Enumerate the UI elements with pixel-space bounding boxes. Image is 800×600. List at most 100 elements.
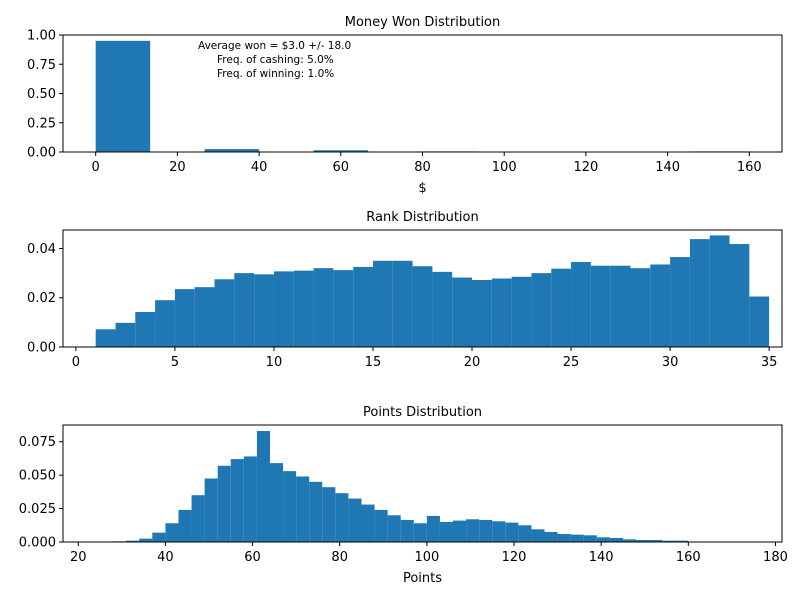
bar-30: [492, 521, 506, 542]
bar-37: [583, 535, 597, 542]
bar-3: [139, 538, 153, 542]
chart-title: Money Won Distribution: [345, 15, 501, 30]
bar-34: [544, 531, 558, 542]
y-axis: 0.00 0.02 0.04: [27, 242, 63, 356]
bar-18: [335, 493, 349, 542]
bar-1: [95, 329, 116, 347]
bar-10: [230, 459, 244, 542]
x-tick-label: 5: [171, 355, 179, 370]
bar-9: [254, 274, 274, 347]
bar-12: [313, 268, 334, 347]
y-tick-label: 0.075: [19, 435, 56, 450]
chart-title: Points Distribution: [363, 405, 482, 420]
x-tick-label: 60: [244, 550, 261, 565]
x-axis: 20 40 60 80 100 120 140 160 180: [70, 542, 788, 565]
bar-35: [557, 533, 571, 542]
y-tick-label: 0.00: [27, 146, 56, 161]
bar-24: [551, 268, 572, 347]
bar-1: [95, 40, 151, 152]
annotation-line-3: Freq. of winning: 1.0%: [217, 68, 334, 80]
x-tick-label: 180: [763, 550, 788, 565]
bar-32: [709, 235, 730, 347]
x-tick-label: 30: [662, 355, 679, 370]
x-tick-label: 25: [563, 355, 580, 370]
bar-25: [426, 515, 440, 542]
bar-24: [413, 523, 427, 542]
bar-25: [571, 262, 591, 347]
bar-6: [178, 509, 192, 542]
bar-32: [518, 525, 532, 542]
bar-36: [570, 534, 584, 542]
bar-8: [204, 478, 218, 542]
bar-5: [165, 523, 179, 542]
bar-7: [214, 279, 235, 347]
axes-frame: [62, 424, 783, 543]
bar-23: [531, 273, 552, 347]
bar-2: [204, 149, 260, 152]
axes-frame: [62, 229, 783, 348]
bar-29: [650, 264, 671, 347]
y-axis: 0.000 0.025 0.050 0.075: [19, 435, 63, 551]
chart-title: Rank Distribution: [366, 210, 478, 225]
x-tick-label: 140: [655, 160, 680, 175]
bar-21: [491, 278, 512, 347]
annotation-line-1: Average won = $3.0 +/- 18.0: [198, 40, 351, 52]
bar-27: [610, 265, 631, 347]
bar-3: [313, 150, 369, 152]
y-tick-label: 1.00: [27, 29, 56, 44]
bar-34: [749, 296, 770, 347]
y-tick-label: 0.25: [27, 116, 56, 131]
y-tick-label: 0.00: [27, 341, 56, 356]
x-axis: 0 5 10 15 20 25 30 35: [72, 347, 777, 370]
bar-2: [126, 540, 140, 542]
x-tick-label: 0: [92, 160, 100, 175]
bars: [95, 40, 750, 152]
bar-17: [412, 266, 433, 347]
bar-17: [322, 487, 336, 542]
bar-42: [649, 539, 663, 542]
bar-3: [135, 312, 156, 347]
bar-5: [174, 289, 195, 347]
bar-19: [348, 498, 362, 542]
x-tick-label: 40: [157, 550, 174, 565]
bar-15: [296, 476, 310, 542]
x-tick-label: 60: [333, 160, 350, 175]
x-axis: 0 20 40 60 80 100 120 140 160: [92, 152, 762, 175]
bar-22: [387, 515, 401, 542]
y-tick-label: 0.025: [19, 502, 56, 517]
x-tick-label: 15: [365, 355, 382, 370]
bar-7: [191, 495, 205, 542]
bar-30: [670, 257, 690, 347]
x-tick-label: 120: [502, 550, 527, 565]
bar-33: [531, 529, 545, 542]
bar-14: [283, 471, 297, 542]
y-tick-label: 0.04: [27, 242, 56, 257]
x-axis-label: $: [418, 181, 426, 196]
bar-26: [439, 521, 453, 542]
bar-9: [217, 465, 231, 542]
bar-4: [155, 300, 175, 347]
bar-20: [472, 280, 492, 347]
bar-2: [115, 322, 136, 347]
bar-40: [622, 539, 637, 542]
x-tick-label: 140: [589, 550, 614, 565]
bar-33: [729, 244, 750, 347]
bar-8: [234, 273, 255, 347]
y-tick-label: 0.000: [19, 536, 56, 551]
y-tick-label: 0.02: [27, 291, 56, 306]
bar-18: [432, 271, 453, 347]
x-axis-label: Points: [403, 571, 442, 586]
x-tick-label: 10: [266, 355, 283, 370]
bar-11: [243, 456, 257, 542]
bar-13: [269, 463, 284, 542]
bar-28: [630, 268, 651, 347]
bar-19: [452, 277, 473, 347]
bar-44: [675, 540, 689, 542]
bar-14: [353, 266, 373, 347]
x-tick-label: 120: [573, 160, 598, 175]
bar-20: [361, 504, 375, 542]
chart-2: 0 5 10 15 20 25 30 35 0.00 0.02 0.04 Rank Distribut…: [27, 210, 783, 370]
bar-31: [505, 522, 519, 542]
bar-16: [392, 260, 413, 347]
